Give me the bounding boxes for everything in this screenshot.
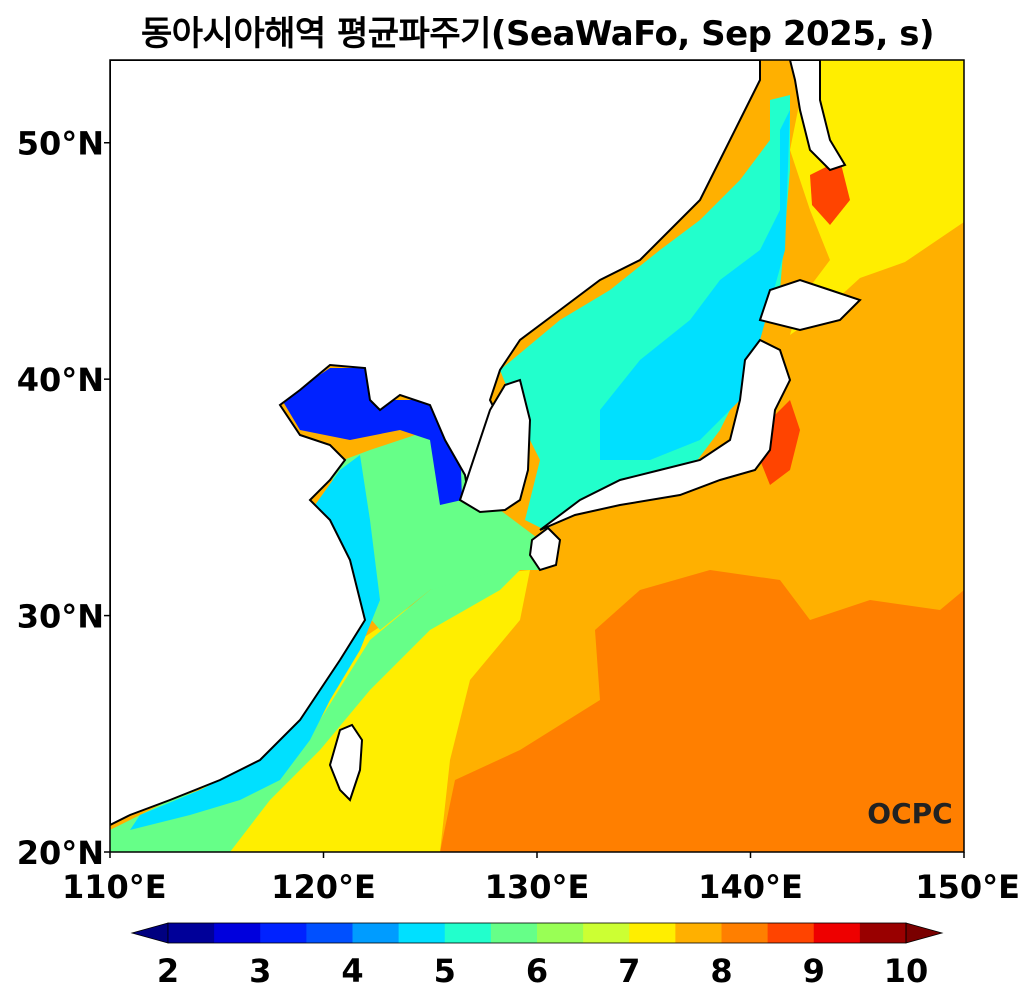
lat-tick-label: 40°N (17, 361, 104, 399)
region-bohai (282, 368, 462, 505)
colorbar (130, 922, 944, 944)
watermark-ocpc: OCPC (867, 797, 952, 830)
colorbar-tick-label: 10 (884, 952, 929, 990)
colorbar-segment (537, 923, 584, 943)
colorbar-frame (167, 922, 907, 944)
colorbar-tick-label: 4 (341, 952, 363, 990)
lon-tick-labels: 110°E 120°E 130°E 140°E 150°E (62, 852, 1020, 906)
lat-tick-label: 20°N (17, 834, 104, 872)
land-korea (458, 378, 532, 514)
land-hokkaido (758, 278, 862, 332)
colorbar-segment (306, 923, 353, 943)
land-taiwan (328, 723, 364, 802)
colorbar-segment (675, 923, 722, 943)
region-china-coast (130, 455, 380, 830)
wave-period-field (110, 60, 964, 852)
region-high-period (440, 570, 964, 852)
colorbar-segment (352, 923, 400, 943)
region-coast-high-north (810, 160, 850, 225)
lon-tick-label: 120°E (271, 868, 376, 906)
colorbar-segment (859, 923, 907, 943)
colorbar-segment (813, 923, 861, 943)
colorbar-segment (444, 923, 492, 943)
colorbar-tick-label: 6 (526, 952, 548, 990)
land-kyushu (528, 526, 562, 572)
colorbar-segment (214, 923, 261, 943)
land-sakhalin-region (788, 60, 847, 172)
region-shelf-green (110, 560, 530, 852)
colorbar-tick-label: 8 (710, 952, 732, 990)
colorbar-tick-label: 7 (618, 952, 640, 990)
lon-tick-label: 140°E (698, 868, 803, 906)
colorbar-over-arrow (905, 922, 944, 944)
colorbar-tick-label: 9 (803, 952, 825, 990)
colorbar-tick-label: 5 (434, 952, 456, 990)
land-japan (539, 338, 792, 531)
colorbar-segment (629, 923, 676, 943)
colorbar-segment (260, 923, 307, 943)
colorbar-under-arrow (130, 922, 169, 944)
colorbar-segment (490, 923, 538, 943)
land-asia (110, 60, 761, 827)
lat-tick-label: 50°N (17, 125, 104, 163)
colorbar-segment (583, 923, 630, 943)
lat-tick-labels: 20°N 30°N 40°N 50°N (17, 125, 110, 872)
lon-tick-label: 110°E (62, 868, 167, 906)
lat-tick-label: 30°N (17, 598, 104, 636)
colorbar-tick-labels: 2 3 4 5 6 7 8 9 10 (157, 952, 928, 990)
lon-tick-label: 150°E (915, 868, 1020, 906)
colorbar-tick-label: 2 (157, 952, 179, 990)
colorbar-segment (168, 923, 215, 943)
lon-tick-label: 130°E (485, 868, 590, 906)
colorbar-tick-label: 3 (249, 952, 271, 990)
colorbar-segment (721, 923, 769, 943)
map-title: 동아시아해역 평균파주기(SeaWaFo, Sep 2025, s) (140, 14, 935, 54)
region-yellow-sea (330, 430, 545, 630)
colorbar-segment (767, 923, 815, 943)
colorbar-segment (398, 923, 446, 943)
region-ocean-north (790, 60, 964, 335)
